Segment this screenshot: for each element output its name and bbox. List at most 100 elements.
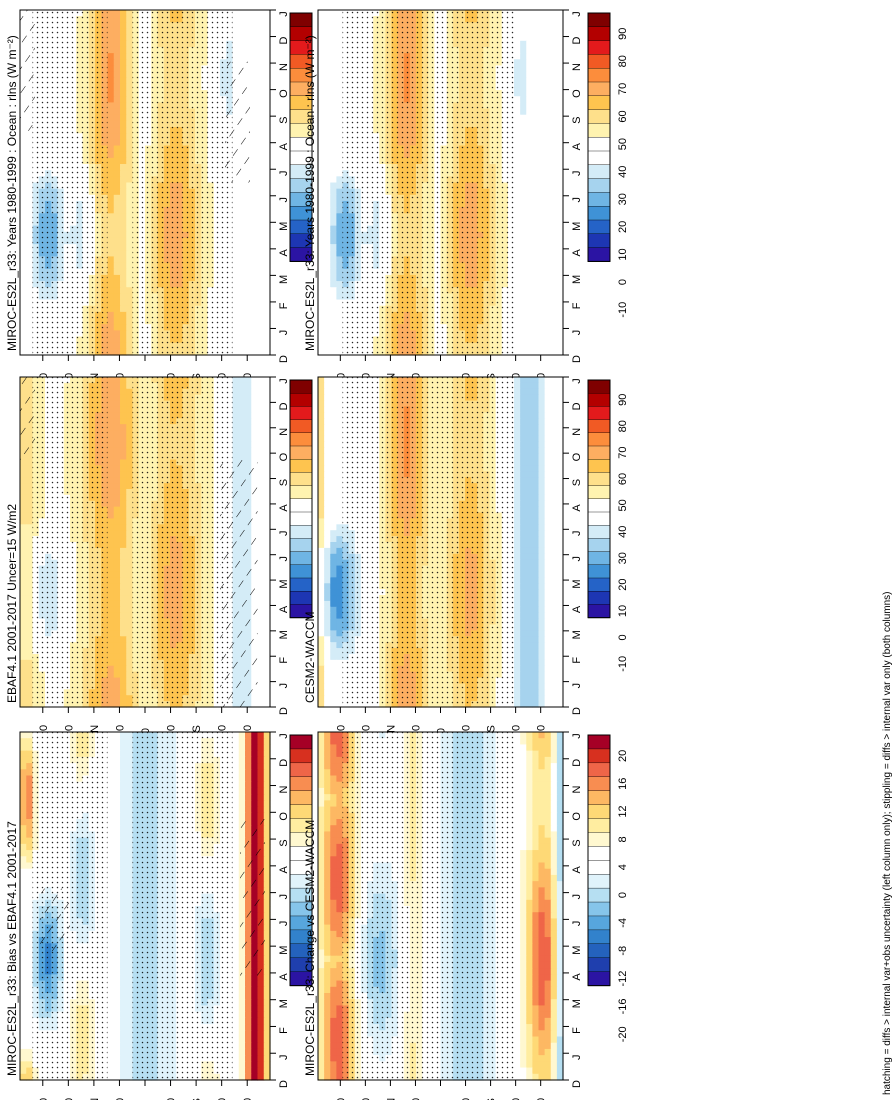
heatmap-cell	[514, 164, 521, 171]
heatmap-cell	[108, 102, 115, 109]
heatmap-cell	[108, 337, 115, 344]
heatmap-cell	[551, 96, 558, 103]
heatmap-cell	[520, 35, 527, 42]
heatmap-cell	[126, 232, 133, 239]
heatmap-cell	[126, 324, 133, 331]
heatmap-cell	[108, 152, 115, 159]
heatmap-cell	[114, 195, 121, 202]
heatmap-cell	[114, 300, 121, 307]
heatmap-cell	[120, 84, 127, 91]
heatmap-cell	[330, 183, 337, 190]
heatmap-cell	[258, 300, 265, 307]
heatmap-cell	[233, 207, 240, 214]
heatmap-cell	[245, 28, 252, 35]
heatmap-cell	[251, 22, 258, 29]
heatmap-cell	[330, 139, 337, 146]
heatmap-cell	[126, 127, 133, 134]
heatmap-cell	[26, 343, 33, 350]
heatmap-cell	[258, 127, 265, 134]
heatmap-cell	[324, 78, 331, 85]
heatmap-cell	[514, 53, 521, 60]
heatmap-cell	[251, 121, 258, 128]
heatmap-cell	[239, 306, 246, 313]
heatmap-cell	[239, 213, 246, 220]
heatmap-cell	[114, 78, 121, 85]
heatmap-cell	[108, 59, 115, 66]
heatmap-cell	[520, 183, 527, 190]
heatmap-cell	[120, 47, 127, 54]
heatmap-cell	[251, 158, 258, 165]
heatmap-cell	[532, 139, 539, 146]
heatmap-cell	[245, 41, 252, 48]
heatmap-cell	[258, 96, 265, 103]
heatmap-cell	[26, 226, 33, 233]
heatmap-cell	[114, 59, 121, 66]
heatmap-cell	[318, 337, 325, 344]
heatmap-cell	[318, 263, 325, 270]
heatmap-cell	[330, 170, 337, 177]
heatmap-cell	[520, 195, 527, 202]
heatmap-cell	[526, 244, 533, 251]
heatmap-cell	[330, 16, 337, 23]
heatmap-cell	[514, 84, 521, 91]
heatmap-cell	[318, 201, 325, 208]
colorbar-swatch	[588, 137, 610, 151]
heatmap-cell	[336, 16, 343, 23]
heatmap-cell	[330, 207, 337, 214]
heatmap-cell	[514, 343, 521, 350]
colorbar-swatch	[588, 41, 610, 55]
heatmap-cell	[233, 389, 240, 395]
heatmap-cell	[120, 401, 127, 407]
heatmap-cell	[520, 324, 527, 331]
heatmap-cell	[258, 139, 265, 146]
heatmap-cell	[526, 109, 533, 116]
heatmap-cell	[545, 207, 552, 214]
heatmap-cell	[239, 219, 246, 226]
heatmap-cell	[551, 158, 558, 165]
heatmap-cell	[258, 312, 265, 319]
heatmap-cell	[539, 293, 546, 300]
heatmap-cell	[108, 226, 115, 233]
heatmap-cell	[551, 121, 558, 128]
heatmap-cell	[251, 256, 258, 263]
heatmap-cell	[245, 377, 252, 383]
heatmap-cell	[318, 28, 325, 35]
month-tick-label: J	[278, 330, 290, 336]
heatmap-cell	[514, 139, 521, 146]
heatmap-cell	[120, 343, 127, 350]
heatmap-cell	[126, 72, 133, 79]
heatmap-cell	[251, 406, 258, 412]
heatmap-cell	[336, 195, 343, 202]
heatmap-cell	[532, 201, 539, 208]
heatmap-cell	[532, 47, 539, 54]
heatmap-cell	[239, 244, 246, 251]
heatmap-cell	[545, 164, 552, 171]
heatmap-cell	[336, 244, 343, 251]
heatmap-cell	[330, 306, 337, 313]
heatmap-cell	[324, 59, 331, 66]
heatmap-cell	[324, 189, 331, 196]
colorbar-label: 30	[617, 193, 629, 205]
heatmap-cell	[258, 133, 265, 140]
heatmap-cell	[514, 318, 521, 325]
heatmap-cell	[126, 16, 133, 23]
colorbar-swatch	[588, 151, 610, 165]
heatmap-cell	[520, 343, 527, 350]
heatmap-cell	[20, 275, 27, 282]
heatmap-cell	[245, 35, 252, 42]
colorbar-swatch	[588, 96, 610, 110]
heatmap-cell	[251, 377, 258, 383]
heatmap-cell	[336, 337, 343, 344]
heatmap-cell	[514, 293, 521, 300]
heatmap-cell	[330, 269, 337, 276]
heatmap-cell	[126, 164, 133, 171]
heatmap-cell	[526, 152, 533, 159]
heatmap-cell	[120, 41, 127, 48]
heatmap-cell	[330, 176, 337, 183]
heatmap-cell	[324, 195, 331, 202]
heatmap-cell	[520, 158, 527, 165]
heatmap-cell	[324, 275, 331, 282]
heatmap-cell	[258, 195, 265, 202]
heatmap-cell	[514, 152, 521, 159]
heatmap-cell	[114, 72, 121, 79]
